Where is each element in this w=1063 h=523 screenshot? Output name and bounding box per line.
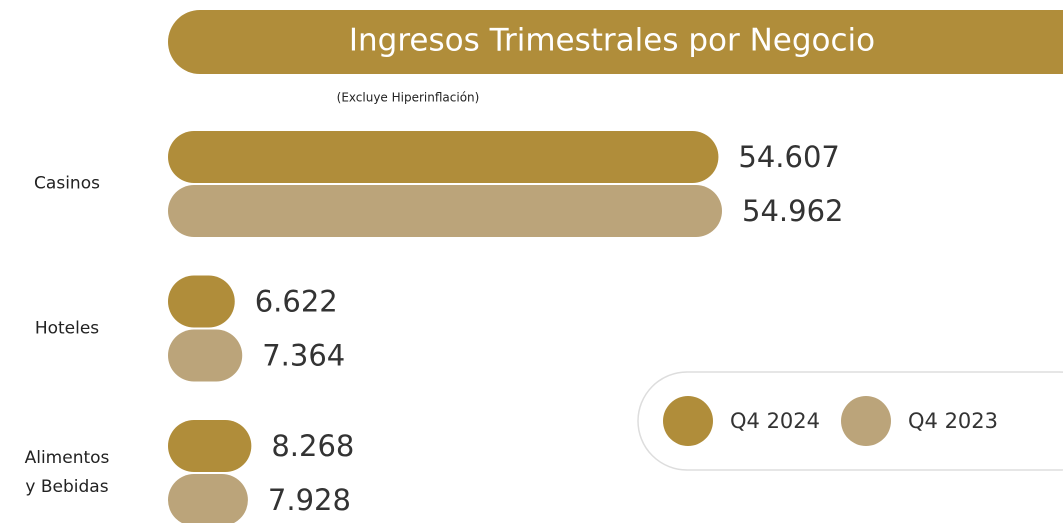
legend-label: Q4 2024 [730, 409, 820, 433]
category-label: Alimentos y Bebidas [24, 448, 110, 497]
chart-title: Ingresos Trimestrales por Negocio [349, 23, 875, 59]
value-label: 54.607 [738, 140, 839, 174]
value-label: 7.928 [268, 483, 351, 517]
value-label: 54.962 [742, 194, 843, 228]
chart-subtitle: (Excluye Hiperinflación) [337, 91, 480, 105]
bar [168, 131, 719, 183]
bar [168, 420, 252, 472]
bar [168, 185, 722, 237]
value-label: 6.622 [255, 285, 338, 319]
category-label: Casinos [34, 173, 100, 194]
value-label: 8.268 [271, 429, 354, 463]
category-label: Hoteles [34, 318, 100, 338]
title-banner [168, 10, 1063, 74]
bar [168, 275, 235, 328]
bar [168, 329, 243, 382]
legend-swatch [841, 396, 891, 446]
legend-swatch [663, 396, 713, 446]
value-label: 7.364 [262, 339, 345, 373]
bar [168, 474, 248, 523]
legend-label: Q4 2023 [908, 409, 998, 433]
